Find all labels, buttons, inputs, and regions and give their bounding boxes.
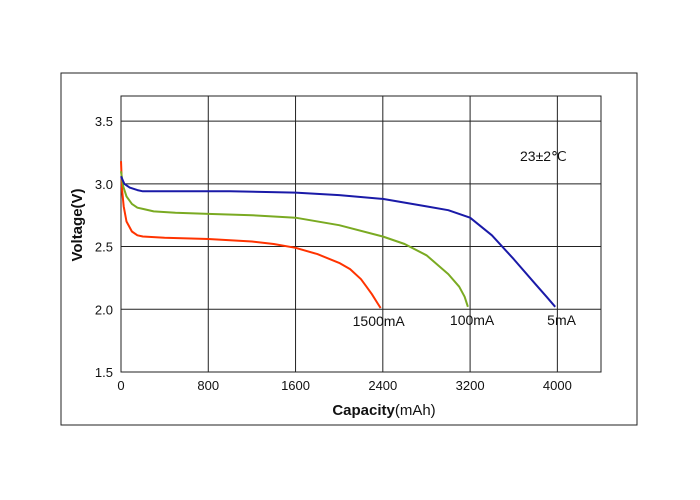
x-tick-labels: 0 800 1600 2400 3200 4000 bbox=[117, 378, 571, 393]
y-tick-labels: 1.5 2.0 2.5 3.0 3.5 bbox=[95, 114, 113, 380]
series-label-5mA: 5mA bbox=[547, 312, 576, 328]
x-tick-label: 1600 bbox=[281, 378, 310, 393]
grid bbox=[120, 96, 601, 373]
y-tick-label: 2.0 bbox=[95, 302, 113, 317]
temperature-annotation: 23±2℃ bbox=[520, 148, 567, 164]
series-label-100mA: 100mA bbox=[450, 312, 495, 328]
x-axis-title: Capacity(mAh) bbox=[332, 402, 435, 419]
x-tick-label: 4000 bbox=[543, 378, 572, 393]
series-labels: 1500mA 100mA 5mA bbox=[353, 312, 577, 329]
plot-area bbox=[120, 95, 602, 373]
series-line-1500mA bbox=[120, 161, 382, 309]
series-layer bbox=[120, 161, 556, 309]
x-axis-title-main: Capacity bbox=[332, 402, 395, 419]
y-tick-label: 3.5 bbox=[95, 114, 113, 129]
series-line-100mA bbox=[120, 171, 469, 308]
x-axis-title-unit: (mAh) bbox=[395, 402, 436, 419]
x-tick-label: 2400 bbox=[368, 378, 397, 393]
x-tick-label: 3200 bbox=[456, 378, 485, 393]
chart-frame bbox=[60, 72, 638, 426]
y-tick-label: 2.5 bbox=[95, 240, 113, 255]
x-tick-label: 800 bbox=[197, 378, 219, 393]
x-tick-label: 0 bbox=[117, 378, 124, 393]
y-tick-label: 1.5 bbox=[95, 365, 113, 380]
y-tick-label: 3.0 bbox=[95, 177, 113, 192]
y-axis-title: Voltage(V) bbox=[69, 188, 86, 261]
series-label-1500mA: 1500mA bbox=[353, 313, 406, 329]
series-line-5mA bbox=[120, 175, 556, 308]
